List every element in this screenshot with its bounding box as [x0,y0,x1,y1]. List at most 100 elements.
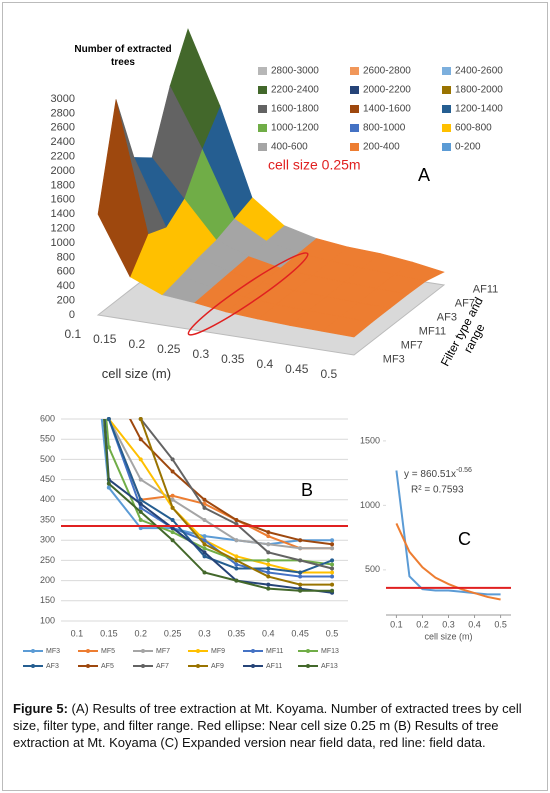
point [202,570,207,575]
x-tick-label: 0.15 [93,332,117,346]
chart: 0 200 400 600 800 1000 1200 1400 1600 1800 2000 220… [23,28,511,670]
legend-marker [306,664,310,668]
point [266,558,271,563]
legend-marker [86,649,90,653]
filter-tick-label: MF11 [419,325,446,337]
x-tick-label: 0.5 [326,628,339,638]
equation-base: y = 860.51x [404,469,456,480]
y-tick-label: 550 [40,434,55,444]
x-tick-label: 0.1 [64,327,81,341]
x-tick-label: 0.1 [71,628,84,638]
point [202,497,207,502]
point [170,530,175,535]
point [106,485,111,490]
point [106,445,111,450]
legend-label: MF11 [266,648,283,655]
z-tick-label: 1800 [51,179,75,191]
filter-tick-label: AF3 [437,311,457,323]
panel-label: C [458,529,471,549]
legend-label: AF13 [321,663,338,670]
legend-swatch [350,86,359,94]
legend-label: 200-400 [363,142,400,153]
x-tick-label: 0.4 [262,628,275,638]
point [298,546,303,551]
point [298,538,303,543]
x-axis-title: cell size (m) [424,631,472,641]
filter-tick-label: MF7 [401,339,423,351]
z-tick-label: 1000 [51,237,75,249]
point [330,558,335,563]
x-tick-label: 0.45 [291,628,309,638]
y-tick-label: 1000 [360,500,380,510]
y-tick-label: 500 [40,454,55,464]
filter-tick-label: AF7 [455,297,475,309]
legend-swatch [442,105,451,113]
legend-marker [251,664,255,668]
point [234,558,239,563]
equation-exponent: -0.56 [456,467,472,474]
point [298,588,303,593]
point [170,538,175,543]
z-tick-label: 2200 [51,151,75,163]
series-line [395,470,501,596]
legend-label: 2600-2800 [363,66,411,77]
point [266,562,271,567]
legend-swatch [442,67,451,75]
point [170,505,175,510]
point [138,497,143,502]
point [138,457,143,462]
z-tick-label: 2800 [51,107,75,119]
point [138,509,143,514]
x-tick-label: 0.3 [198,628,211,638]
point [138,526,143,531]
legend-label: MF7 [156,648,170,655]
legend-swatch [258,143,267,151]
point [202,554,207,559]
legend-swatch [258,67,267,75]
point [330,542,335,547]
z-tick-label: 1200 [51,223,75,235]
x-tick-label: 0.1 [390,619,403,629]
legend-label: AF11 [266,663,282,670]
caption-text: (A) Results of tree extraction at Mt. Ko… [13,701,522,750]
surface-cell [97,99,149,278]
legend-marker [86,664,90,668]
point [138,518,143,522]
z-tick-label: 2600 [51,122,75,134]
point [330,562,335,567]
legend-swatch [442,86,451,94]
legend-label: 2200-2400 [271,85,319,96]
point [298,570,303,575]
point [266,550,271,555]
legend-swatch [350,67,359,75]
legend-label: 1000-1200 [271,123,319,134]
y-tick-label: 600 [40,413,55,423]
legend-label: AF5 [101,663,114,670]
point [298,558,303,563]
legend-label: 2000-2200 [363,85,411,96]
legend-label: 600-800 [455,123,492,134]
point [266,566,271,571]
legend-label: AF3 [46,663,59,670]
point [138,417,143,421]
y-tick-label: 1500 [360,435,380,445]
legend-marker [251,649,255,653]
x-tick-label: 0.2 [128,337,145,351]
point [330,566,335,571]
legend-marker [306,649,310,653]
point [234,538,239,543]
point [330,588,335,593]
point [330,582,335,587]
point [170,526,175,531]
point [330,546,335,551]
point [266,542,271,547]
legend-swatch [350,124,359,132]
legend-marker [31,664,35,668]
series-line [395,523,501,601]
point [170,493,175,498]
y-tick-label: 200 [40,575,55,585]
x-tick-label: 0.5 [320,367,337,381]
z-tick-label: 1400 [51,208,75,220]
legend-marker [141,649,145,653]
x-tick-label: 0.2 [134,628,147,638]
